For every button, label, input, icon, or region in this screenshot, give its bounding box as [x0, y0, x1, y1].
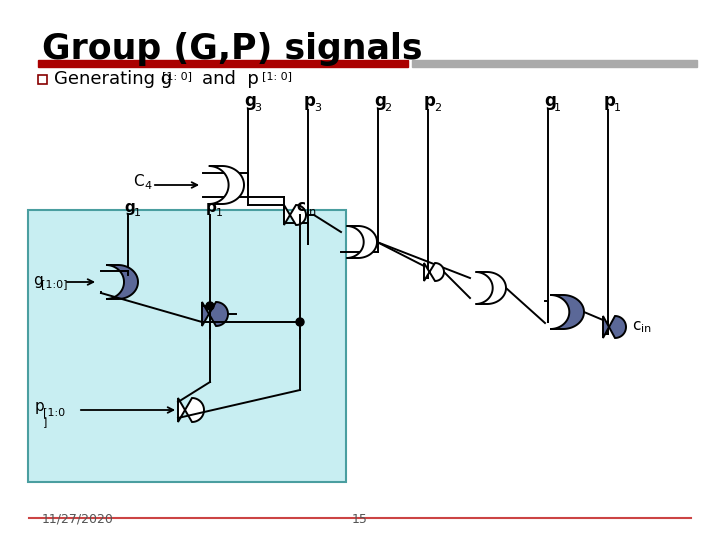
- Text: 1: 1: [554, 103, 561, 113]
- Text: c: c: [296, 199, 305, 214]
- Text: 3: 3: [254, 103, 261, 113]
- Polygon shape: [178, 398, 204, 422]
- Text: g: g: [33, 273, 42, 287]
- Text: 2: 2: [384, 103, 391, 113]
- Text: g: g: [544, 92, 556, 110]
- Text: [1: 0]: [1: 0]: [262, 71, 292, 81]
- Text: p: p: [424, 92, 436, 110]
- Text: [1:0: [1:0: [43, 407, 65, 417]
- Text: and  p: and p: [202, 70, 259, 88]
- Text: p: p: [604, 92, 616, 110]
- Text: C: C: [133, 174, 143, 190]
- Polygon shape: [476, 272, 506, 304]
- Polygon shape: [346, 226, 377, 258]
- Text: Group (G,P) signals: Group (G,P) signals: [42, 32, 423, 66]
- Text: in: in: [641, 324, 652, 334]
- Text: g: g: [244, 92, 256, 110]
- Polygon shape: [550, 295, 584, 329]
- Text: [1:0]: [1:0]: [41, 279, 68, 289]
- Text: c: c: [632, 318, 641, 333]
- Text: 3: 3: [314, 103, 321, 113]
- Text: 4: 4: [144, 181, 151, 191]
- Polygon shape: [424, 263, 444, 281]
- Text: 1: 1: [134, 208, 141, 218]
- Polygon shape: [284, 205, 306, 225]
- Circle shape: [206, 302, 214, 310]
- Polygon shape: [202, 302, 228, 326]
- Text: 1: 1: [614, 103, 621, 113]
- Text: g: g: [124, 200, 135, 215]
- Text: 11/27/2020: 11/27/2020: [42, 513, 114, 526]
- Bar: [38, 75, 47, 84]
- Polygon shape: [106, 265, 138, 299]
- Bar: [412, 60, 697, 67]
- Text: 15: 15: [352, 513, 368, 526]
- Text: p: p: [35, 399, 45, 414]
- Polygon shape: [209, 166, 244, 204]
- Text: in: in: [306, 207, 316, 217]
- Text: g: g: [374, 92, 386, 110]
- Text: Generating g: Generating g: [54, 70, 172, 88]
- Bar: [38, 60, 408, 67]
- Text: p: p: [304, 92, 316, 110]
- Text: ]: ]: [43, 417, 48, 427]
- Text: 2: 2: [434, 103, 441, 113]
- Polygon shape: [603, 316, 626, 338]
- Text: [1: 0]: [1: 0]: [162, 71, 192, 81]
- Bar: [28, 210, 346, 482]
- Circle shape: [296, 318, 304, 326]
- Text: p: p: [206, 200, 217, 215]
- Text: 1: 1: [216, 208, 223, 218]
